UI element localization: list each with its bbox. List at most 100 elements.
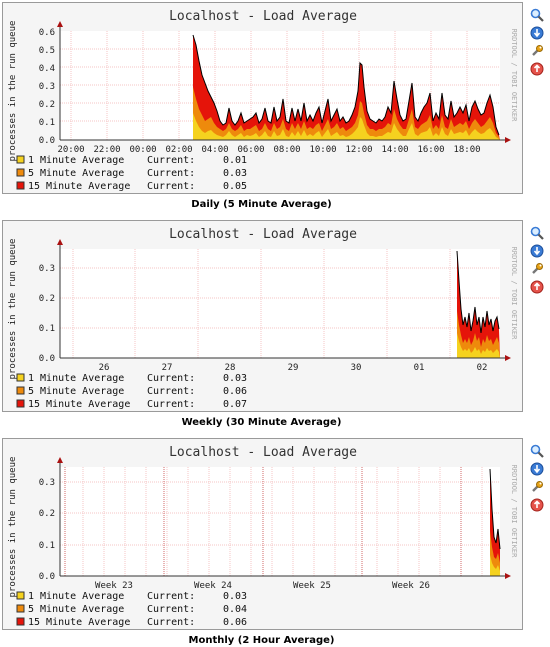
- y-tick-label: 0.2: [39, 100, 55, 110]
- legend-item-15min: 15 Minute Average Current: 0.07: [16, 399, 247, 410]
- legend-label: 1 Minute Average: [28, 373, 124, 384]
- legend-swatch: [16, 168, 25, 177]
- graph-caption: Weekly (30 Minute Average): [181, 417, 342, 428]
- weekly-graph-svg: Localhost - Load Average processes in th…: [8, 227, 518, 410]
- x-tick-label: 02:00: [165, 145, 192, 155]
- graph-actions: [530, 444, 546, 516]
- legend-swatch: [16, 373, 25, 382]
- daily-graph-frame[interactable]: Localhost - Load Average processes in th…: [2, 2, 523, 194]
- graph-caption: Daily (5 Minute Average): [191, 199, 332, 210]
- x-tick-label: 26: [99, 363, 110, 373]
- y-tick-label: 0.0: [39, 136, 55, 146]
- series-15min-area: [457, 251, 500, 358]
- legend-swatch: [16, 604, 25, 613]
- legend-current-value: 0.07: [223, 399, 247, 410]
- y-tick-labels: 0.0 0.1 0.2 0.3: [39, 264, 55, 364]
- remove-icon[interactable]: [530, 280, 544, 294]
- remove-icon[interactable]: [530, 498, 544, 512]
- graph-actions: [530, 226, 546, 298]
- remove-icon[interactable]: [530, 62, 544, 76]
- legend-label: 15 Minute Average: [28, 181, 130, 192]
- x-tick-label: 16:00: [417, 145, 444, 155]
- download-icon[interactable]: [530, 244, 544, 258]
- legend-current-label: Current:: [147, 399, 195, 410]
- y-axis-arrow: [57, 21, 63, 27]
- legend-current-label: Current:: [147, 155, 195, 166]
- legend-current-label: Current:: [147, 591, 195, 602]
- x-tick-label: 28: [225, 363, 236, 373]
- x-tick-label: 10:00: [309, 145, 336, 155]
- x-tick-label: 02: [477, 363, 488, 373]
- x-axis-arrow: [505, 355, 511, 361]
- rrdtool-credit: RRDTOOL / TOBI OETIKER: [510, 247, 518, 341]
- series-15min-outline: [192, 34, 500, 136]
- legend-current-label: Current:: [147, 181, 195, 192]
- grid-lines: [60, 467, 500, 576]
- x-tick-label: 08:00: [273, 145, 300, 155]
- x-tick-label: 06:00: [237, 145, 264, 155]
- rrdtool-credit: RRDTOOL / TOBI OETIKER: [510, 29, 518, 123]
- x-tick-label: 00:00: [129, 145, 156, 155]
- y-tick-label: 0.1: [39, 324, 55, 334]
- y-tick-label: 0.3: [39, 264, 55, 274]
- x-axis-arrow: [505, 137, 511, 143]
- x-tick-label: Week 25: [293, 581, 331, 591]
- legend-swatch: [16, 591, 25, 600]
- x-tick-label: 22:00: [93, 145, 120, 155]
- series-15min-area: [490, 469, 500, 576]
- series-5min-area: [457, 311, 500, 358]
- settings-icon[interactable]: [530, 44, 544, 58]
- legend-current-value: 0.03: [223, 591, 247, 602]
- axes: [59, 245, 505, 359]
- x-axis-arrow: [505, 573, 511, 579]
- settings-icon[interactable]: [530, 262, 544, 276]
- x-tick-label: 20:00: [57, 145, 84, 155]
- axes: [59, 27, 505, 141]
- plot-area: [60, 467, 500, 576]
- download-icon[interactable]: [530, 462, 544, 476]
- chart-title: Localhost - Load Average: [169, 9, 357, 24]
- y-axis-label: processes in the run queue: [8, 239, 18, 380]
- plot-area: [60, 249, 500, 358]
- legend-item-15min: 15 Minute Average Current: 0.05: [16, 181, 247, 192]
- legend: 1 Minute Average Current: 0.03 5 Minute …: [16, 591, 247, 628]
- x-tick-label: 12:00: [345, 145, 372, 155]
- legend-label: 1 Minute Average: [28, 155, 124, 166]
- y-tick-label: 0.3: [39, 82, 55, 92]
- monthly-graph-svg: Localhost - Load Average processes in th…: [8, 445, 518, 628]
- legend-label: 15 Minute Average: [28, 617, 130, 628]
- download-icon[interactable]: [530, 26, 544, 40]
- zoom-icon[interactable]: [530, 226, 544, 240]
- chart-title: Localhost - Load Average: [169, 227, 357, 242]
- series-1min-area: [490, 555, 500, 576]
- y-tick-label: 0.5: [39, 46, 55, 56]
- graph-actions: [530, 8, 546, 80]
- settings-icon[interactable]: [530, 480, 544, 494]
- y-tick-labels: 0.0 0.1 0.2 0.3: [39, 478, 55, 582]
- y-axis-arrow: [57, 239, 63, 245]
- x-tick-label: 29: [288, 363, 299, 373]
- x-tick-label: 27: [162, 363, 173, 373]
- axes: [59, 463, 505, 577]
- monthly-graph-frame[interactable]: Localhost - Load Average processes in th…: [2, 438, 523, 630]
- legend-current-value: 0.04: [223, 604, 247, 615]
- legend-current-label: Current:: [147, 168, 195, 179]
- x-tick-label: 18:00: [453, 145, 480, 155]
- x-tick-label: Week 24: [194, 581, 232, 591]
- legend-item-5min: 5 Minute Average Current: 0.04: [16, 604, 247, 615]
- zoom-icon[interactable]: [530, 8, 544, 22]
- y-tick-label: 0.0: [39, 572, 55, 582]
- legend-item-5min: 5 Minute Average Current: 0.06: [16, 386, 247, 397]
- weekly-graph-frame[interactable]: Localhost - Load Average processes in th…: [2, 220, 523, 412]
- zoom-icon[interactable]: [530, 444, 544, 458]
- x-tick-label: Week 23: [95, 581, 133, 591]
- x-tick-labels: 20:00 22:00 00:00 02:00 04:00 06:00 08:0…: [57, 145, 480, 155]
- legend-swatch: [16, 181, 25, 190]
- legend-swatch: [16, 617, 25, 626]
- legend-current-value: 0.06: [223, 386, 247, 397]
- x-tick-label: 01: [414, 363, 425, 373]
- x-tick-label: 30: [351, 363, 362, 373]
- legend-current-label: Current:: [147, 617, 195, 628]
- y-tick-label: 0.6: [39, 28, 55, 38]
- major-grid-lines: [64, 467, 462, 576]
